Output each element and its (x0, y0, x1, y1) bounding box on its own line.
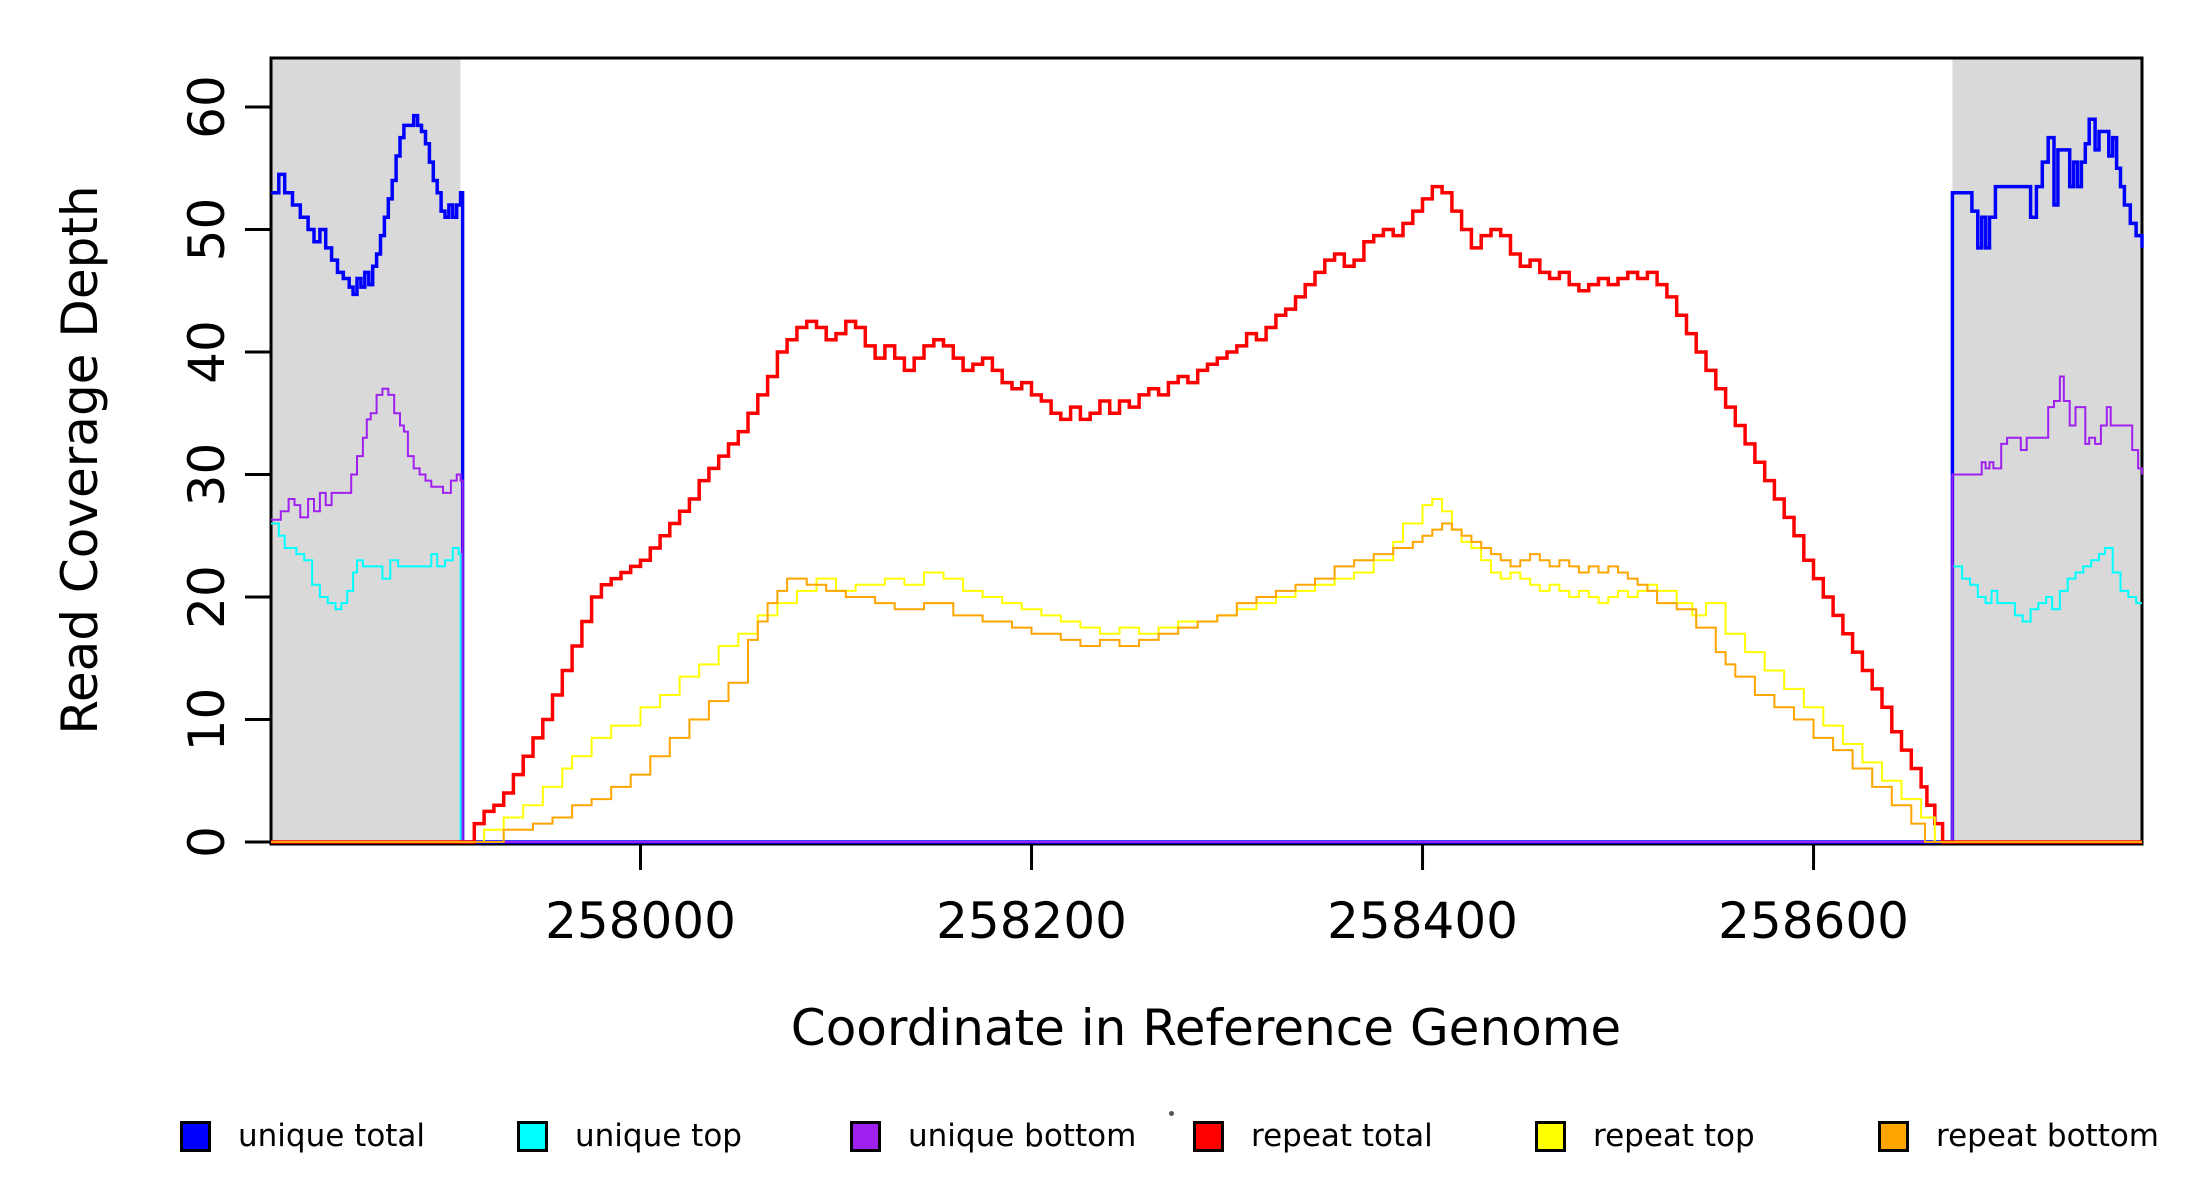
x-axis-tick-label: 258200 (936, 892, 1127, 950)
series-repeat-bottom (271, 522, 2142, 843)
x-axis-title: Coordinate in Reference Genome (790, 999, 1622, 1057)
y-axis-tick-label: 60 (178, 75, 236, 139)
y-axis-tick-label: 10 (178, 688, 236, 752)
series-repeat-top (271, 498, 2142, 843)
series-unique-total (271, 113, 2144, 844)
y-axis-tick-label: 40 (178, 320, 236, 384)
x-axis-tick-label: 258000 (545, 892, 736, 950)
shaded-region (271, 58, 461, 844)
stray-speck (1169, 1111, 1174, 1116)
y-axis-tick-label: 20 (178, 565, 236, 629)
y-axis-tick-label: 0 (178, 826, 236, 858)
shaded-region (1952, 58, 2142, 844)
series-repeat-total (271, 184, 2142, 844)
y-axis-tick-label: 30 (178, 443, 236, 507)
x-axis-tick-label: 258400 (1327, 892, 1518, 950)
series-unique-top (271, 522, 2142, 843)
series-unique-bottom (271, 375, 2143, 843)
x-axis-tick-label: 258600 (1718, 892, 1909, 950)
y-axis-tick-label: 50 (178, 198, 236, 262)
y-axis-title: Read Coverage Depth (51, 185, 109, 735)
plot-frame (269, 56, 2144, 846)
